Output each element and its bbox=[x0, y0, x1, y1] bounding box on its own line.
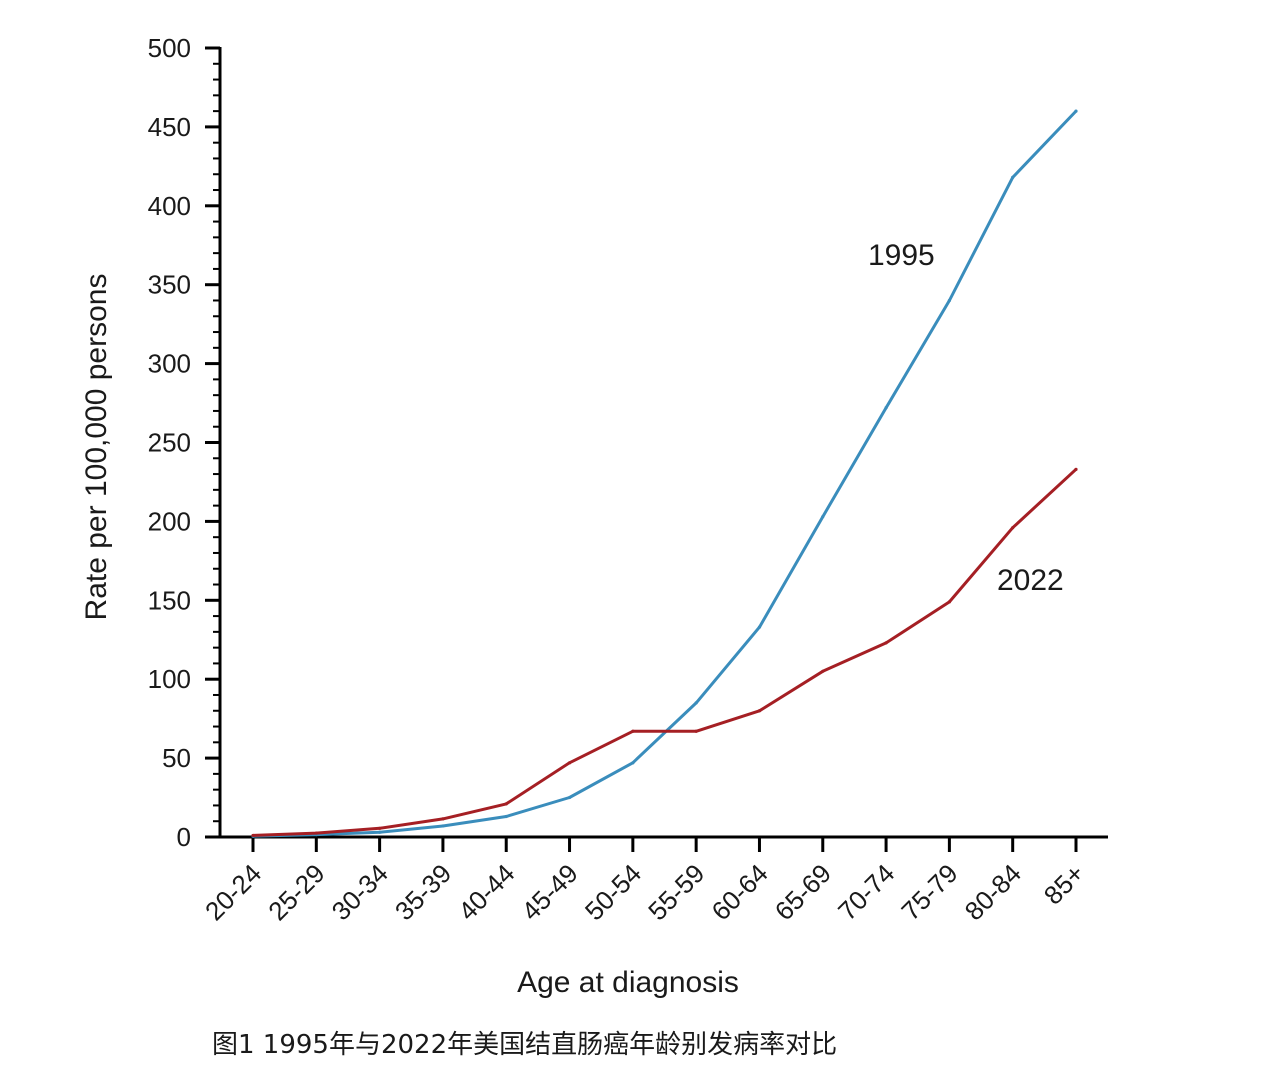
data-point-1995 bbox=[1074, 109, 1078, 113]
data-point-2022 bbox=[694, 729, 698, 733]
data-point-1995 bbox=[441, 824, 445, 828]
y-tick-label: 400 bbox=[148, 191, 191, 221]
x-tick-label: 70-74 bbox=[832, 858, 900, 926]
data-point-1995 bbox=[631, 761, 635, 765]
y-tick-label: 150 bbox=[148, 585, 191, 615]
y-tick-label: 0 bbox=[177, 822, 191, 852]
y-tick-label: 300 bbox=[148, 349, 191, 379]
x-tick-label: 20-24 bbox=[199, 858, 267, 926]
x-tick-label: 50-54 bbox=[579, 858, 647, 926]
data-point-2022 bbox=[757, 709, 762, 713]
y-ticks: 0 50 100 150 200 250 300 350 400 450 500 bbox=[148, 33, 220, 852]
data-point-1995 bbox=[884, 406, 888, 410]
data-point-1995 bbox=[757, 625, 762, 629]
data-point-2022 bbox=[251, 833, 255, 838]
x-tick-label: 35-39 bbox=[389, 858, 457, 926]
x-tick-label: 65-69 bbox=[769, 858, 837, 926]
figure-caption: 图1 1995年与2022年美国结直肠癌年龄别发病率对比 bbox=[212, 1030, 838, 1060]
axes bbox=[218, 47, 1108, 839]
x-axis-label: Age at diagnosis bbox=[517, 966, 739, 999]
series-line-1995 bbox=[252, 110, 1078, 838]
x-tick-label: 60-64 bbox=[705, 858, 773, 926]
x-tick-label: 85+ bbox=[1038, 858, 1090, 910]
series-line-2022 bbox=[252, 468, 1078, 837]
x-tick-label: 75-79 bbox=[895, 858, 963, 926]
data-point-2022 bbox=[504, 802, 508, 806]
y-tick-label: 500 bbox=[148, 33, 191, 63]
x-tick-label: 25-29 bbox=[262, 858, 330, 926]
data-point-2022 bbox=[947, 600, 951, 604]
data-point-2022 bbox=[567, 761, 572, 765]
data-point-2022 bbox=[1074, 467, 1078, 471]
data-point-1995 bbox=[504, 814, 508, 819]
series-lines: 1995 2022 bbox=[251, 109, 1078, 838]
series-label-1995: 1995 bbox=[868, 239, 935, 272]
y-tick-label: 200 bbox=[148, 506, 191, 536]
data-point-2022 bbox=[884, 641, 888, 645]
data-point-2022 bbox=[441, 817, 445, 821]
y-tick-label: 450 bbox=[148, 112, 191, 142]
data-point-2022 bbox=[631, 729, 635, 733]
data-point-2022 bbox=[314, 831, 318, 835]
y-tick-label: 100 bbox=[148, 664, 191, 694]
axis-labels: Rate per 100,000 persons Age at diagnosi… bbox=[80, 274, 739, 999]
data-point-1995 bbox=[694, 701, 698, 705]
x-tick-label: 45-49 bbox=[516, 858, 584, 926]
x-tick-label: 80-84 bbox=[959, 858, 1027, 926]
data-point-1995 bbox=[1011, 175, 1015, 179]
y-tick-label: 350 bbox=[148, 270, 191, 300]
data-point-1995 bbox=[378, 830, 382, 834]
y-tick-label: 50 bbox=[162, 743, 191, 773]
series-label-2022: 2022 bbox=[997, 564, 1064, 597]
x-ticks: 20-2425-2930-3435-3940-4445-4950-5455-59… bbox=[199, 837, 1090, 926]
data-point-2022 bbox=[821, 669, 825, 673]
data-point-2022 bbox=[1011, 526, 1015, 530]
x-tick-label: 55-59 bbox=[642, 858, 710, 926]
data-point-2022 bbox=[378, 826, 382, 830]
x-tick-label: 30-34 bbox=[326, 858, 394, 926]
y-tick-label: 250 bbox=[148, 428, 191, 458]
data-point-1995 bbox=[567, 795, 572, 800]
data-point-1995 bbox=[947, 298, 951, 303]
y-axis-label: Rate per 100,000 persons bbox=[80, 274, 113, 621]
line-chart: 0 50 100 150 200 250 300 350 400 450 500 20-2425-2… bbox=[80, 33, 1108, 999]
data-point-1995 bbox=[821, 515, 825, 519]
x-tick-label: 40-44 bbox=[452, 858, 520, 926]
